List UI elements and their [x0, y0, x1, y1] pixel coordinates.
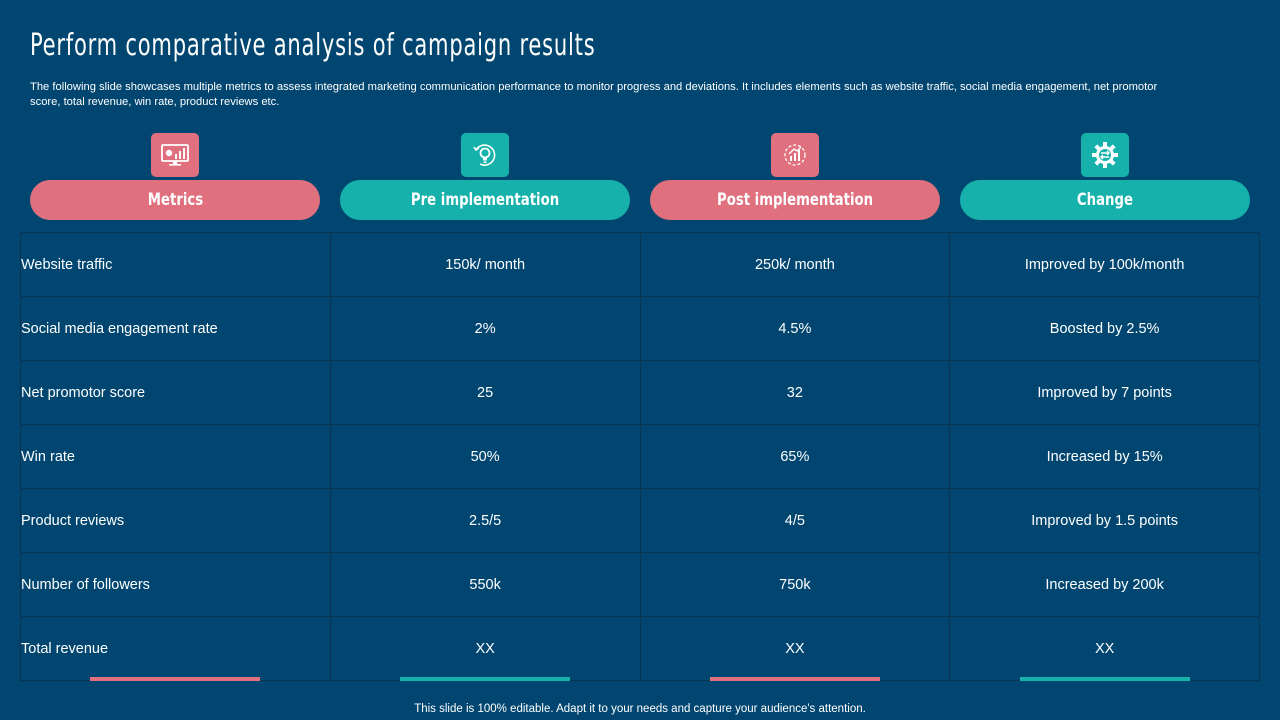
- post-value-cell: 4/5: [639, 488, 951, 553]
- post-value-cell: 250k/ month: [639, 232, 951, 297]
- post-value-cell: 32: [639, 360, 951, 425]
- table-row: Net promotor score 25 32 Improved by 7 poin…: [20, 360, 1260, 425]
- pre-value-cell: 550k: [329, 552, 641, 617]
- change-cell: Boosted by 2.5%: [949, 296, 1260, 361]
- comparison-table: Website traffic 150k/ month 250k/ month Imp…: [20, 232, 1260, 681]
- accent-bar: [710, 677, 880, 681]
- change-cell: Improved by 1.5 points: [949, 488, 1260, 553]
- footer-note: This slide is 100% editable. Adapt it to…: [414, 703, 866, 715]
- header-change: Change: [960, 180, 1250, 220]
- post-value-cell: XX: [639, 616, 951, 681]
- monitor-chart-icon: [151, 133, 199, 177]
- header-metrics: Metrics: [30, 180, 320, 220]
- metric-name-cell: Product reviews: [20, 488, 331, 553]
- table-row: Number of followers 550k 750k Increased by …: [20, 552, 1260, 617]
- accent-bar: [400, 677, 570, 681]
- post-value-cell: 750k: [639, 552, 951, 617]
- pre-value-cell: 2.5/5: [329, 488, 641, 553]
- page-subtitle: The following slide showcases multiple m…: [30, 81, 1158, 108]
- change-cell: Improved by 100k/month: [949, 232, 1260, 297]
- metric-name-cell: Win rate: [20, 424, 331, 489]
- accent-bar: [90, 677, 260, 681]
- pre-value-cell: 150k/ month: [329, 232, 641, 297]
- gear-arrows-icon: [1081, 133, 1129, 177]
- pre-value-cell: XX: [329, 616, 641, 681]
- table-row: Product reviews 2.5/5 4/5 Improved by 1.5 p…: [20, 488, 1260, 553]
- change-cell: Improved by 7 points: [949, 360, 1260, 425]
- metric-name-cell: Number of followers: [20, 552, 331, 617]
- change-cell: Increased by 15%: [949, 424, 1260, 489]
- pre-value-cell: 25: [329, 360, 641, 425]
- change-cell: XX: [949, 616, 1260, 681]
- accent-bar: [1020, 677, 1190, 681]
- header-pre-implementation: Pre implementation: [340, 180, 630, 220]
- change-cell: Increased by 200k: [949, 552, 1260, 617]
- post-value-cell: 4.5%: [639, 296, 951, 361]
- post-value-cell: 65%: [639, 424, 951, 489]
- pre-value-cell: 50%: [329, 424, 641, 489]
- table-row: Website traffic 150k/ month 250k/ month Imp…: [20, 232, 1260, 297]
- page-title: Perform comparative analysis of campaign…: [30, 28, 596, 63]
- table-row: Win rate 50% 65% Increased by 15%: [20, 424, 1260, 489]
- table-row: Social media engagement rate 2% 4.5% Booste…: [20, 296, 1260, 361]
- metric-name-cell: Social media engagement rate: [20, 296, 331, 361]
- growth-chart-icon: [771, 133, 819, 177]
- metric-name-cell: Total revenue: [20, 616, 331, 681]
- header-post-implementation: Post implementation: [650, 180, 940, 220]
- metric-name-cell: Website traffic: [20, 232, 331, 297]
- bulb-gear-icon: [461, 133, 509, 177]
- table-row: Total revenue XX XX XX: [20, 616, 1260, 681]
- metric-name-cell: Net promotor score: [20, 360, 331, 425]
- pre-value-cell: 2%: [329, 296, 641, 361]
